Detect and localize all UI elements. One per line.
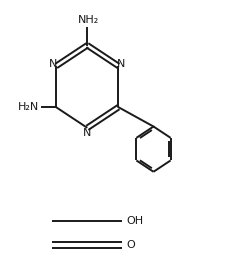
Text: N: N [83, 128, 91, 138]
Text: N: N [49, 59, 58, 69]
Text: NH₂: NH₂ [78, 15, 99, 25]
Text: H₂N: H₂N [18, 102, 39, 112]
Text: OH: OH [127, 216, 144, 226]
Text: N: N [117, 59, 125, 69]
Text: O: O [127, 240, 136, 250]
